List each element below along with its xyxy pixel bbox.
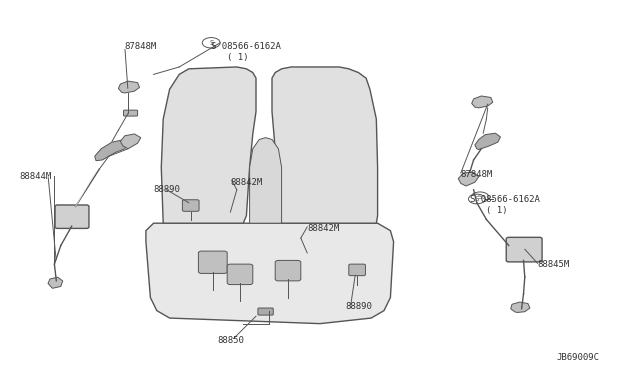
- FancyBboxPatch shape: [349, 264, 365, 276]
- Text: 87848M: 87848M: [461, 170, 493, 179]
- Text: S: S: [475, 196, 479, 202]
- Polygon shape: [511, 302, 530, 312]
- Polygon shape: [475, 133, 500, 150]
- Polygon shape: [472, 96, 493, 108]
- Text: 88844M: 88844M: [19, 172, 51, 181]
- FancyBboxPatch shape: [506, 237, 542, 262]
- Polygon shape: [95, 140, 128, 161]
- FancyBboxPatch shape: [258, 308, 273, 315]
- Text: ( 1): ( 1): [227, 53, 249, 62]
- FancyBboxPatch shape: [227, 264, 253, 285]
- Text: 88850: 88850: [218, 336, 244, 345]
- Text: 87848M: 87848M: [125, 42, 157, 51]
- Text: S 08566-6162A: S 08566-6162A: [211, 42, 281, 51]
- Text: S 08566-6162A: S 08566-6162A: [470, 195, 540, 203]
- FancyBboxPatch shape: [55, 205, 89, 228]
- FancyBboxPatch shape: [275, 260, 301, 281]
- Text: 88845M: 88845M: [538, 260, 570, 269]
- Text: 88842M: 88842M: [230, 178, 262, 187]
- Polygon shape: [48, 277, 63, 288]
- Polygon shape: [118, 81, 140, 93]
- Text: S: S: [478, 194, 482, 200]
- Text: S: S: [209, 40, 213, 46]
- Text: 88890: 88890: [154, 185, 180, 194]
- Polygon shape: [120, 134, 141, 149]
- Text: JB69009C: JB69009C: [557, 353, 600, 362]
- Circle shape: [202, 38, 220, 48]
- Polygon shape: [146, 223, 394, 324]
- Circle shape: [471, 192, 489, 202]
- Text: ( 1): ( 1): [486, 206, 508, 215]
- FancyBboxPatch shape: [198, 251, 227, 273]
- Polygon shape: [272, 67, 378, 223]
- Polygon shape: [161, 67, 256, 223]
- Text: 88890: 88890: [346, 302, 372, 311]
- Polygon shape: [250, 138, 282, 223]
- Text: 88842M: 88842M: [307, 224, 339, 233]
- FancyBboxPatch shape: [182, 200, 199, 211]
- FancyBboxPatch shape: [124, 110, 138, 116]
- Polygon shape: [458, 172, 479, 186]
- Circle shape: [468, 194, 485, 204]
